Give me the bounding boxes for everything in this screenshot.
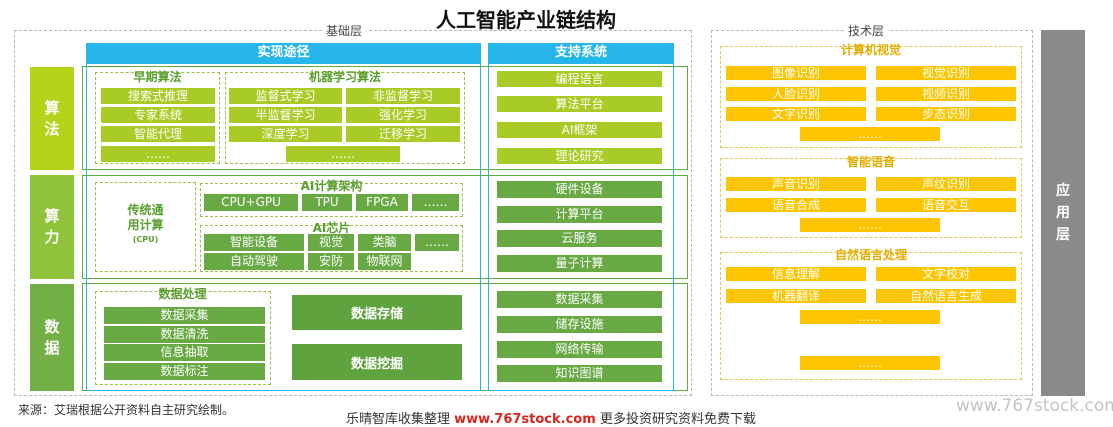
row-outline-algorithm xyxy=(82,66,688,170)
chip-item: 类脑 xyxy=(358,234,411,251)
nlp-box xyxy=(720,252,1022,380)
source-note: 来源：艾瑞根据公开资料自主研究绘制。 xyxy=(18,403,235,417)
ai-arch-box xyxy=(200,183,463,217)
collector-suffix: 更多投资研究资料免费下载 xyxy=(599,412,756,427)
data-mining-block: 数据挖掘 xyxy=(292,344,462,380)
collector-prefix: 乐晴智库收集整理 xyxy=(346,412,451,427)
row-outline-compute xyxy=(82,175,688,279)
speech-item: 语音合成 xyxy=(726,198,866,212)
ml-item: 监督式学习 xyxy=(229,88,342,104)
speech-item: …… xyxy=(800,218,940,232)
general-compute-title: 传统通 用计算 xyxy=(127,203,164,232)
chip-item: 自动驾驶 xyxy=(204,253,304,270)
arch-item: FPGA xyxy=(356,194,408,211)
support-item: 计算平台 xyxy=(497,206,662,223)
vision-item: …… xyxy=(800,127,940,141)
ml-item: 非监督学习 xyxy=(346,88,460,104)
general-compute-box xyxy=(95,182,196,272)
chip-item: 物联网 xyxy=(358,253,411,270)
nlp-item: …… xyxy=(800,356,940,370)
nlp-title: 自然语言处理 xyxy=(834,248,907,262)
chip-item: …… xyxy=(415,234,459,251)
ml-item: 强化学习 xyxy=(346,107,460,123)
processing-item: 数据标注 xyxy=(104,363,265,380)
arch-item: TPU xyxy=(302,194,352,211)
processing-item: 信息抽取 xyxy=(104,344,265,361)
ai-arch-title: AI计算架构 xyxy=(300,179,363,193)
implementation-header: 实现途径 xyxy=(86,43,481,64)
support-column xyxy=(488,64,674,391)
page-title: 人工智能产业链结构 xyxy=(436,8,616,32)
early-item: …… xyxy=(101,146,215,162)
early-algorithm-box xyxy=(95,72,220,164)
data-processing-box xyxy=(95,291,271,385)
ml-item: 半监督学习 xyxy=(229,107,342,123)
side-label-compute: 算 力 xyxy=(30,175,74,279)
processing-item: 数据清洗 xyxy=(104,326,265,343)
speech-item: 声纹识别 xyxy=(876,177,1016,191)
app-layer-bar: 应 用 层 xyxy=(1041,30,1085,396)
support-item: 网络传输 xyxy=(497,341,662,358)
vision-item: 人脸识别 xyxy=(726,87,866,101)
vision-item: 文字识别 xyxy=(726,107,866,121)
vision-title: 计算机视觉 xyxy=(840,43,901,57)
speech-title: 智能语音 xyxy=(846,155,895,169)
support-item: 知识图谱 xyxy=(497,365,662,382)
basic-layer-label: 基础层 xyxy=(322,22,367,39)
ml-item: 迁移学习 xyxy=(346,126,460,142)
arch-item: …… xyxy=(412,194,459,211)
speech-box xyxy=(720,158,1022,238)
collector-line: 乐晴智库收集整理 www.767stock.com 更多投资研究资料免费下载 xyxy=(346,408,756,427)
ml-item: 深度学习 xyxy=(229,126,342,142)
ai-chip-box xyxy=(200,225,463,272)
speech-item: 语音交互 xyxy=(876,198,1016,212)
watermark: www.767stock.com xyxy=(956,396,1113,416)
data-processing-title: 数据处理 xyxy=(158,287,207,301)
nlp-item: 自然语言生成 xyxy=(876,289,1016,303)
processing-item: 数据采集 xyxy=(104,307,265,324)
chip-item: 安防 xyxy=(308,253,354,270)
vision-item: 图像识别 xyxy=(726,66,866,80)
support-item: 数据采集 xyxy=(497,291,662,308)
support-header: 支持系统 xyxy=(488,43,674,64)
ai-chip-title: AI芯片 xyxy=(312,221,351,235)
nlp-item: 文字校对 xyxy=(876,267,1016,281)
support-item: 量子计算 xyxy=(497,255,662,272)
support-item: 理论研究 xyxy=(497,148,662,164)
chip-item: 智能设备 xyxy=(204,234,304,251)
arch-item: CPU+GPU xyxy=(204,194,298,211)
ml-item: …… xyxy=(286,146,400,162)
early-item: 搜索式推理 xyxy=(101,88,215,104)
nlp-item: …… xyxy=(800,310,940,324)
support-item: 算法平台 xyxy=(497,96,662,112)
early-item: 专家系统 xyxy=(101,107,215,123)
support-item: 云服务 xyxy=(497,230,662,247)
early-algorithm-title: 早期算法 xyxy=(133,70,182,84)
support-item: 硬件设备 xyxy=(497,181,662,198)
vision-box xyxy=(720,46,1022,148)
support-item: 储存设施 xyxy=(497,316,662,333)
support-item: 编程语言 xyxy=(497,71,662,87)
vision-item: 视觉识别 xyxy=(876,66,1016,80)
general-compute-sub: (CPU) xyxy=(132,235,159,244)
collector-url[interactable]: www.767stock.com xyxy=(454,412,596,427)
speech-item: 声音识别 xyxy=(726,177,866,191)
vision-item: 视频识别 xyxy=(876,87,1016,101)
nlp-item: 机器翻译 xyxy=(726,289,866,303)
side-label-data: 数 据 xyxy=(30,284,74,391)
vision-item: 步态识别 xyxy=(876,107,1016,121)
nlp-item: 信息理解 xyxy=(726,267,866,281)
ml-algorithm-box xyxy=(225,72,465,164)
chip-item: 视觉 xyxy=(308,234,354,251)
support-item: AI框架 xyxy=(497,122,662,138)
tech-layer-label: 技术层 xyxy=(844,22,889,39)
data-storage-block: 数据存储 xyxy=(292,295,462,330)
early-item: 智能代理 xyxy=(101,126,215,142)
implementation-column xyxy=(86,64,481,391)
ml-algorithm-title: 机器学习算法 xyxy=(308,70,381,84)
side-label-algorithm: 算 法 xyxy=(30,67,74,170)
